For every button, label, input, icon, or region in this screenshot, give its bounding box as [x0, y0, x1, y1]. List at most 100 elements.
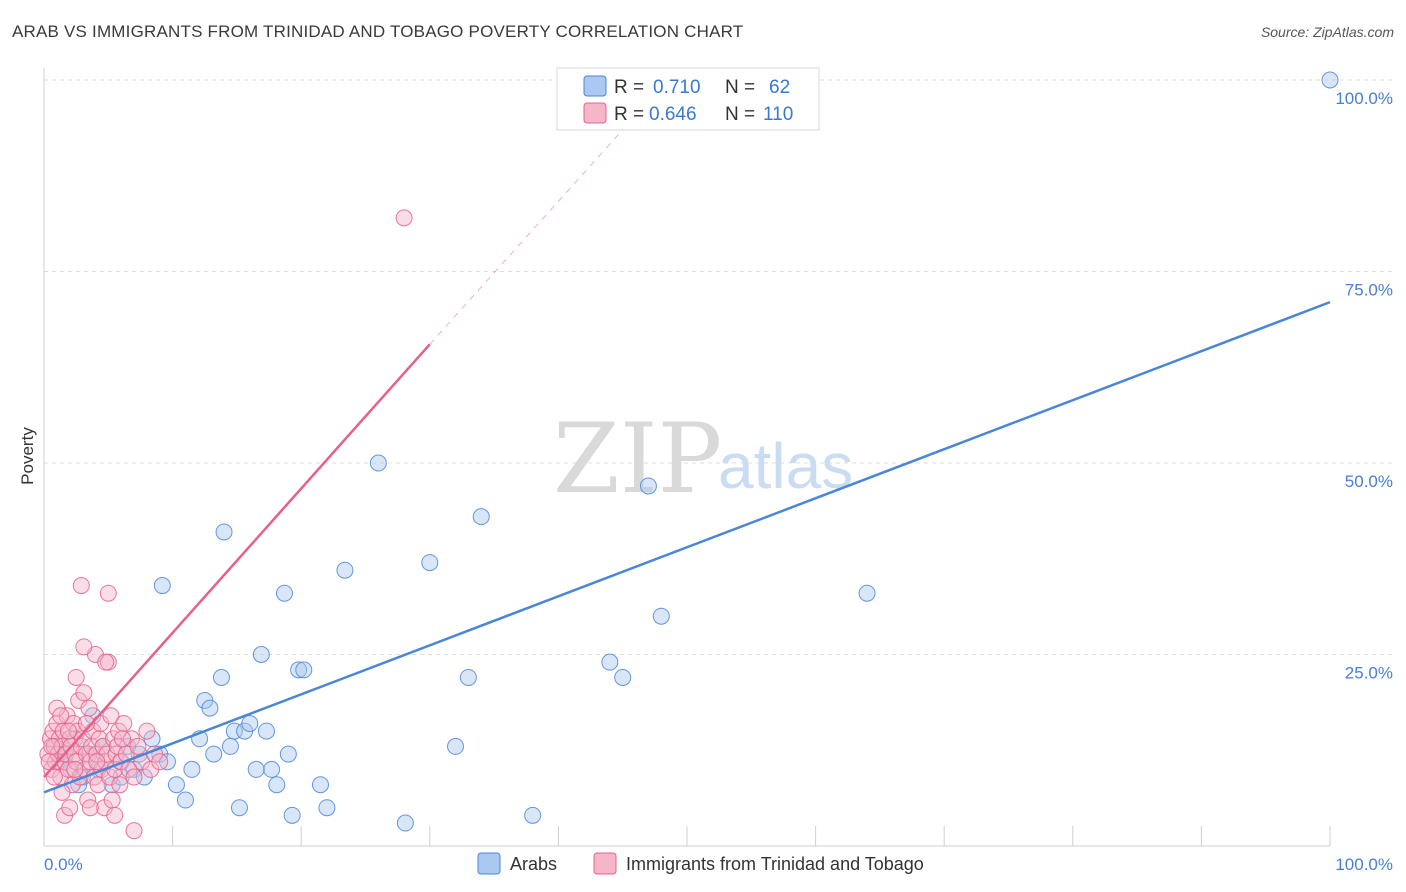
data-point — [421, 554, 439, 572]
data-point — [212, 668, 230, 686]
data-point — [336, 561, 354, 579]
data-point — [472, 508, 490, 526]
data-point — [524, 806, 542, 824]
data-point — [72, 577, 90, 595]
y-tick-label-75: 75.0% — [1345, 281, 1393, 300]
data-point — [205, 745, 223, 763]
data-point — [183, 760, 201, 778]
data-point — [1321, 71, 1339, 89]
y-axis-title: Poverty — [18, 427, 37, 485]
stats-n-value-arabs: 62 — [769, 77, 790, 98]
watermark: ZIP atlas — [553, 403, 853, 515]
chart-title: ARAB VS IMMIGRANTS FROM TRINIDAD AND TOB… — [12, 22, 744, 41]
stats-r-value-trinidad: 0.646 — [649, 104, 697, 125]
stats-n-label-trinidad: N = — [725, 104, 755, 125]
data-point — [318, 799, 336, 817]
data-point — [176, 791, 194, 809]
data-point — [106, 806, 124, 824]
data-point — [311, 776, 329, 794]
data-point — [459, 668, 477, 686]
series-legend: Arabs Immigrants from Trinidad and Tobag… — [477, 852, 924, 875]
y-tick-label-100: 100.0% — [1335, 89, 1393, 108]
data-point — [201, 699, 219, 717]
data-point — [59, 722, 77, 740]
data-point — [129, 737, 147, 755]
data-point — [257, 722, 275, 740]
watermark-atlas: atlas — [718, 430, 853, 502]
legend-swatch-trinidad — [593, 852, 617, 875]
data-point — [97, 653, 115, 671]
legend-label-arabs: Arabs — [510, 854, 557, 874]
data-point — [111, 776, 129, 794]
data-point — [279, 745, 297, 763]
stats-swatch-arabs — [583, 75, 607, 97]
x-tick-label-left: 0.0% — [44, 855, 83, 874]
data-point — [447, 737, 465, 755]
data-point — [61, 799, 79, 817]
data-point — [138, 722, 156, 740]
data-point — [75, 638, 93, 656]
data-point — [167, 776, 185, 794]
data-point — [290, 661, 308, 679]
stats-legend: R = 0.710 N = 62 R = 0.646 N = 110 — [556, 67, 820, 131]
data-point — [40, 753, 58, 771]
data-point — [275, 584, 293, 602]
data-point — [77, 714, 95, 732]
stats-r-label-trinidad: R = — [614, 104, 644, 125]
data-point — [90, 730, 108, 748]
trend-lines — [43, 129, 1331, 794]
data-point — [369, 454, 387, 472]
data-point — [125, 822, 143, 840]
data-point — [652, 607, 670, 625]
data-point — [247, 760, 265, 778]
source-credit: Source: ZipAtlas.com — [1260, 24, 1394, 40]
data-point — [283, 806, 301, 824]
y-tick-label-25: 25.0% — [1345, 664, 1393, 683]
data-point — [88, 753, 106, 771]
data-point — [66, 760, 84, 778]
watermark-zip: ZIP — [553, 403, 722, 515]
data-point — [295, 661, 313, 679]
axes — [43, 68, 1331, 847]
x-tick-label-right: 100.0% — [1335, 855, 1393, 874]
stats-n-value-trinidad: 110 — [763, 104, 793, 125]
data-points — [39, 71, 1339, 840]
data-point — [125, 768, 143, 786]
data-point — [225, 722, 243, 740]
data-point — [67, 668, 85, 686]
stats-r-value-arabs: 0.710 — [653, 77, 701, 98]
data-point — [241, 714, 259, 732]
legend-swatch-arabs — [477, 852, 501, 875]
y-tick-label-50: 50.0% — [1345, 472, 1393, 491]
gridlines: 25.0% 50.0% 75.0% 100.0% — [44, 79, 1393, 683]
data-point — [396, 814, 414, 832]
data-point — [102, 707, 120, 725]
trend-line-arabs — [43, 300, 1331, 794]
data-point — [639, 477, 657, 495]
trend-line-extension-trinidad — [429, 129, 624, 345]
data-point — [215, 523, 233, 541]
data-point — [80, 699, 98, 717]
stats-n-label-arabs: N = — [725, 77, 755, 98]
data-point — [75, 684, 93, 702]
legend-label-trinidad: Immigrants from Trinidad and Tobago — [626, 854, 924, 874]
data-point — [103, 791, 121, 809]
data-point — [858, 584, 876, 602]
data-point — [614, 668, 632, 686]
data-point — [252, 646, 270, 663]
data-point — [268, 776, 286, 794]
data-point — [45, 768, 63, 786]
data-point — [113, 730, 131, 748]
data-point — [43, 737, 61, 755]
data-point — [601, 653, 619, 671]
data-point — [48, 699, 66, 717]
data-point — [151, 753, 169, 771]
data-point — [52, 707, 70, 725]
data-point — [115, 714, 133, 732]
data-point — [230, 799, 248, 817]
trend-line-trinidad — [43, 343, 431, 778]
stats-swatch-trinidad — [583, 102, 607, 124]
data-point — [395, 209, 413, 227]
data-point — [263, 760, 281, 778]
